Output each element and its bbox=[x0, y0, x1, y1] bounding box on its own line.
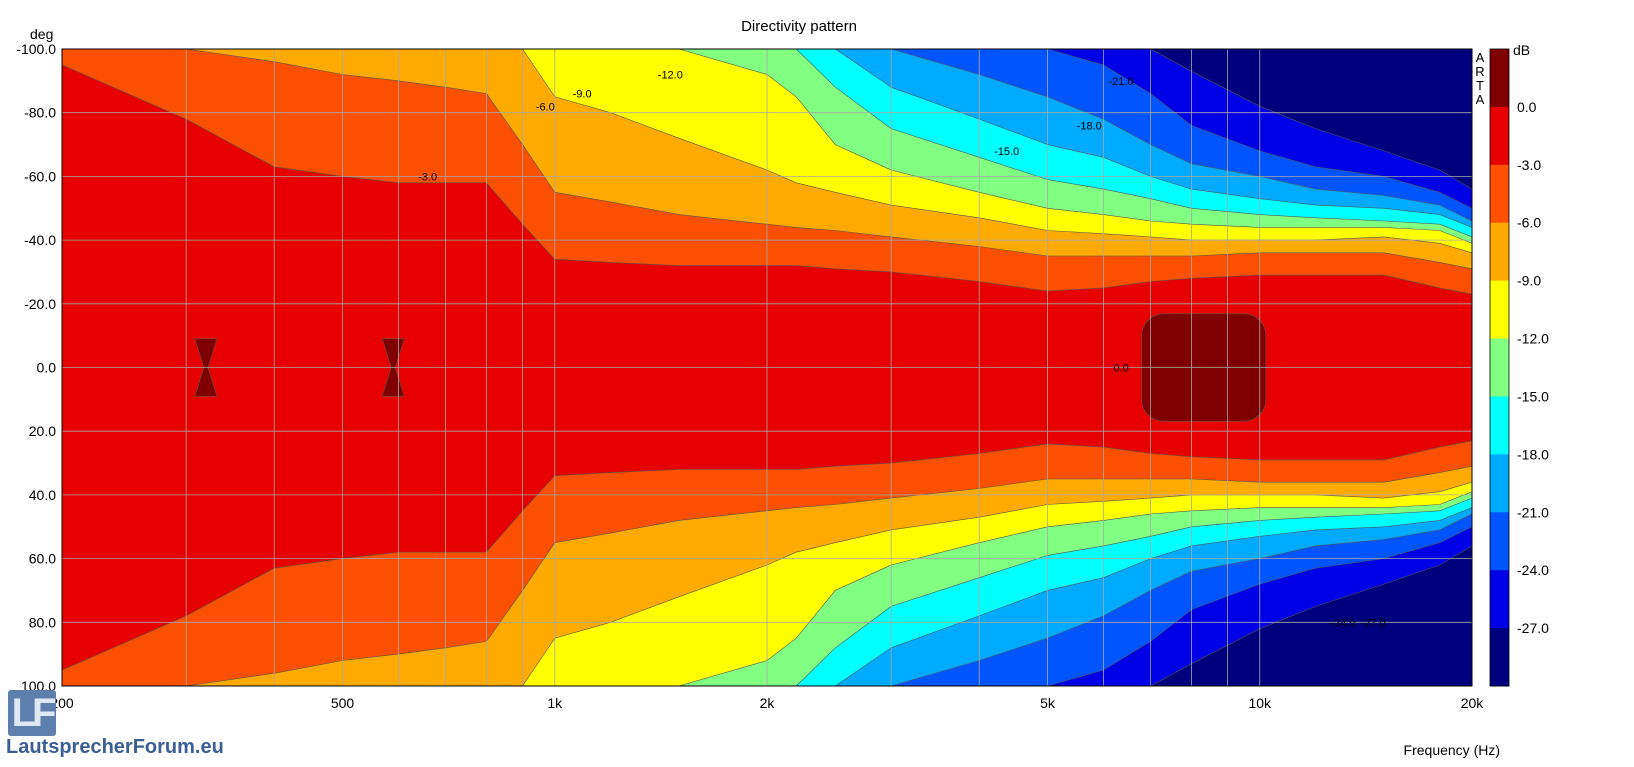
colorbar-unit-label: dB bbox=[1513, 42, 1530, 58]
colorbar-tick-label: -15.0 bbox=[1517, 388, 1549, 404]
x-axis-label: Frequency (Hz) bbox=[1403, 742, 1500, 758]
colorbar-tick-label: -18.0 bbox=[1517, 446, 1549, 462]
colorbar-swatch bbox=[1490, 164, 1509, 224]
y-tick-label: -60.0 bbox=[24, 168, 56, 184]
y-tick-label: 0.0 bbox=[37, 360, 57, 376]
contour-label: 0.0 bbox=[1113, 363, 1128, 375]
colorbar-tick-label: -6.0 bbox=[1517, 215, 1541, 231]
y-tick-label: 60.0 bbox=[29, 551, 56, 567]
y-tick-label: 80.0 bbox=[29, 614, 56, 630]
y-tick-label: 20.0 bbox=[29, 423, 56, 439]
colorbar-frame bbox=[1489, 48, 1510, 687]
arta-watermark-letter: A bbox=[1476, 92, 1485, 107]
colorbar-swatch bbox=[1490, 628, 1509, 687]
y-tick-labels: -100.0 -80.0 -60.0 -40.0 -20.0 0.0 20.0 40.0 60.… bbox=[16, 41, 56, 694]
colorbar-tick-label: -27.0 bbox=[1517, 620, 1549, 636]
band--27.0-lower bbox=[62, 545, 1472, 686]
colorbar-swatch bbox=[1490, 106, 1509, 166]
colorbar-swatch bbox=[1490, 396, 1509, 455]
contour-label: -24.0 bbox=[1331, 617, 1356, 629]
watermark-badge: LF bbox=[8, 690, 56, 736]
contour-label: -18.0 bbox=[1077, 120, 1102, 132]
colorbar-legend: 0.0 -3.0 -6.0 -9.0 -12.0 -15.0 -18.0 -21.0 -24.0… bbox=[1475, 42, 1549, 687]
band--27.0-upper bbox=[62, 49, 1472, 190]
arta-watermark-letter: R bbox=[1475, 64, 1484, 79]
colorbar-swatch bbox=[1490, 280, 1509, 340]
contour-label: -3.0 bbox=[418, 171, 437, 183]
colorbar-swatch bbox=[1490, 222, 1509, 282]
x-tick-label: 20k bbox=[1461, 695, 1485, 711]
colorbar-swatch bbox=[1490, 338, 1509, 397]
contour-label: -12.0 bbox=[658, 69, 683, 81]
y-tick-label: 40.0 bbox=[29, 487, 56, 503]
x-tick-label: 2k bbox=[760, 695, 776, 711]
y-tick-label: -40.0 bbox=[24, 232, 56, 248]
colorbar-tick-label: -9.0 bbox=[1517, 273, 1541, 289]
colorbar-tick-label: -12.0 bbox=[1517, 331, 1549, 347]
contour-label: -15.0 bbox=[994, 146, 1019, 158]
colorbar-swatch bbox=[1490, 49, 1509, 108]
colorbar-tick-label: -24.0 bbox=[1517, 562, 1549, 578]
y-tick-label: -100.0 bbox=[16, 41, 56, 57]
band--21.0-lower bbox=[62, 513, 1472, 686]
arta-watermark-letter: T bbox=[1476, 78, 1484, 93]
colorbar-tick-label: 0.0 bbox=[1517, 99, 1537, 115]
x-tick-label: 10k bbox=[1248, 695, 1272, 711]
colorbar-swatch bbox=[1490, 570, 1509, 629]
colorbar-tick-label: -21.0 bbox=[1517, 504, 1549, 520]
colorbar-tick-label: -3.0 bbox=[1517, 157, 1541, 173]
y-tick-label: -20.0 bbox=[24, 296, 56, 312]
colorbar-swatch bbox=[1490, 512, 1509, 571]
arta-watermark-letter: A bbox=[1476, 50, 1485, 65]
chart-title: Directivity pattern bbox=[741, 18, 857, 35]
contour-label: -27.0 bbox=[1361, 617, 1386, 629]
contour-labels: -3.0 -6.0 -9.0 -12.0 -15.0 -18.0 -21.0 0.0 -24.0… bbox=[418, 69, 1386, 629]
plot-frame bbox=[61, 48, 1473, 687]
y-axis-label: deg bbox=[30, 26, 54, 42]
y-tick-label: -80.0 bbox=[24, 105, 56, 121]
watermark-logo: LF LautsprecherForum.eu bbox=[6, 690, 246, 762]
x-tick-label: 1k bbox=[547, 695, 563, 711]
colorbar-swatch bbox=[1490, 454, 1509, 513]
x-tick-labels: 200 500 1k 2k 5k 10k 20k bbox=[50, 695, 1484, 711]
contour-label: -6.0 bbox=[536, 101, 555, 113]
contour-label: -21.0 bbox=[1108, 76, 1133, 88]
x-tick-label: 500 bbox=[331, 695, 355, 711]
x-tick-label: 5k bbox=[1040, 695, 1056, 711]
contour-label: -9.0 bbox=[573, 89, 592, 101]
band--21.0-upper bbox=[62, 49, 1472, 222]
x-tick-label: 200 bbox=[50, 695, 74, 711]
watermark-text: LautsprecherForum.eu bbox=[6, 736, 224, 758]
